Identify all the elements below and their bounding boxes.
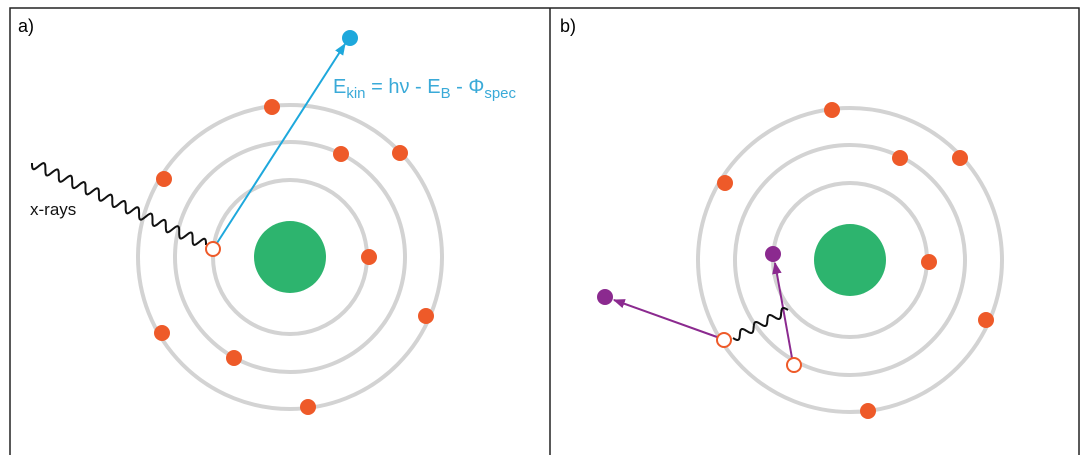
eq-part: - Φ — [451, 76, 485, 98]
atom-b — [597, 102, 1002, 419]
xray-label: x-rays — [30, 200, 76, 219]
eq-sub: spec — [484, 85, 516, 102]
eq-sub: B — [441, 85, 451, 102]
panel-label: b) — [560, 16, 576, 36]
panel-label: a) — [18, 16, 34, 36]
equation: Ekin = hν - EB - Φspec — [333, 76, 516, 102]
diagram: a) b) x-rays Ekin = hν - EB - Φspec — [0, 0, 1086, 455]
eq-sub: kin — [346, 85, 365, 102]
eq-part: = hν - E — [366, 76, 441, 98]
eq-part: E — [333, 76, 346, 98]
